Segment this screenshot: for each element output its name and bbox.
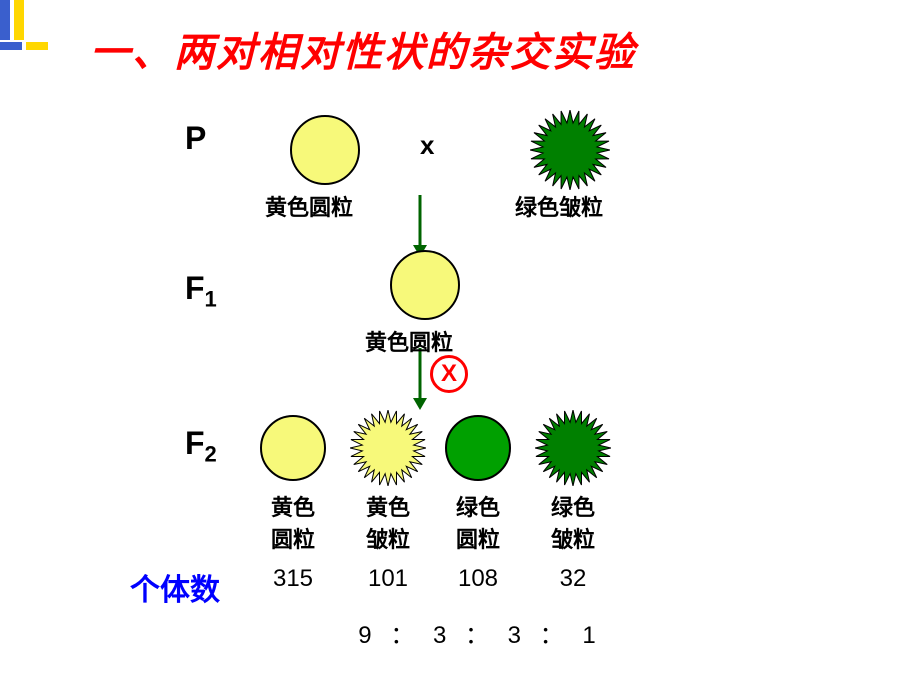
gen-f2-text: F — [185, 425, 205, 461]
gen-f1-label: F1 — [185, 270, 217, 312]
f2-count-0: 315 — [263, 565, 323, 593]
self-cross-text: X — [441, 360, 457, 388]
gen-f2-sub: 2 — [205, 441, 217, 466]
arrow-p-to-f1 — [410, 195, 430, 257]
f1-pea — [390, 250, 460, 320]
p-left-pea — [290, 115, 360, 185]
f2-pea-0 — [260, 415, 326, 481]
f2-pea-3 — [535, 410, 611, 486]
corner-decoration — [0, 0, 60, 60]
f2-label-3: 绿色皱粒 — [543, 490, 603, 554]
p-left-label: 黄色圆粒 — [265, 190, 353, 222]
f2-pea-2 — [445, 415, 511, 481]
gen-f2-label: F2 — [185, 425, 217, 467]
f1-label: 黄色圆粒 — [365, 325, 453, 357]
f2-count-2: 108 — [448, 565, 508, 593]
arrow-f1-to-f2 — [410, 348, 430, 410]
f2-pea-1 — [350, 410, 426, 486]
ratio-line: 9 ： 3 ： 3 ： 1 — [230, 615, 730, 650]
page-title: 一、两对相对性状的杂交实验 — [90, 20, 636, 78]
self-cross-icon: X — [430, 355, 468, 393]
p-right-label: 绿色皱粒 — [515, 190, 603, 222]
p-right-pea — [530, 110, 610, 190]
f2-count-3: 32 — [543, 565, 603, 593]
gen-p-text: P — [185, 120, 206, 156]
cross-symbol: x — [420, 130, 434, 161]
f2-label-2: 绿色圆粒 — [448, 490, 508, 554]
count-label: 个体数 — [130, 565, 220, 609]
f2-label-1: 黄色皱粒 — [358, 490, 418, 554]
gen-f1-text: F — [185, 270, 205, 306]
gen-p-label: P — [185, 120, 206, 157]
f2-label-0: 黄色圆粒 — [263, 490, 323, 554]
gen-f1-sub: 1 — [205, 286, 217, 311]
f2-count-1: 101 — [358, 565, 418, 593]
